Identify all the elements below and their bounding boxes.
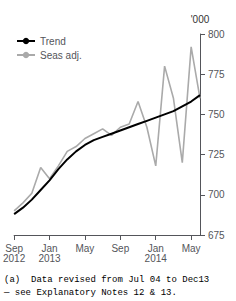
svg-text:775: 775: [208, 69, 225, 80]
svg-text:(a) Data revised from Jul 04: (a) Data revised from Jul 04 to Dec13: [4, 275, 209, 285]
svg-text:Jan: Jan: [41, 242, 58, 254]
svg-text:700: 700: [208, 189, 225, 200]
svg-text:Trend: Trend: [40, 36, 66, 47]
svg-text:2013: 2013: [38, 253, 61, 264]
svg-text:May: May: [75, 243, 94, 254]
svg-text:725: 725: [208, 149, 225, 160]
svg-text:— see Explanatory Notes 12 & 1: — see Explanatory Notes 12 & 13.: [3, 288, 177, 298]
svg-text:750: 750: [208, 109, 225, 120]
svg-text:May: May: [182, 243, 201, 254]
svg-text:675: 675: [208, 230, 225, 241]
svg-text:800: 800: [208, 29, 225, 40]
svg-text:Seas adj.: Seas adj.: [40, 50, 82, 61]
svg-text:2014: 2014: [145, 253, 168, 264]
svg-text:Sep: Sep: [111, 243, 129, 254]
svg-text:Sep: Sep: [5, 242, 23, 254]
svg-text:'000: '000: [191, 14, 210, 25]
svg-text:Jan: Jan: [147, 242, 164, 254]
svg-text:2012: 2012: [3, 253, 26, 264]
